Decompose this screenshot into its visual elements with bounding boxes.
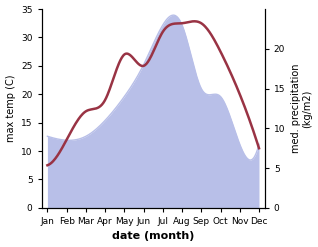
X-axis label: date (month): date (month) [112,231,194,242]
Y-axis label: max temp (C): max temp (C) [5,75,16,142]
Y-axis label: med. precipitation
(kg/m2): med. precipitation (kg/m2) [291,64,313,153]
